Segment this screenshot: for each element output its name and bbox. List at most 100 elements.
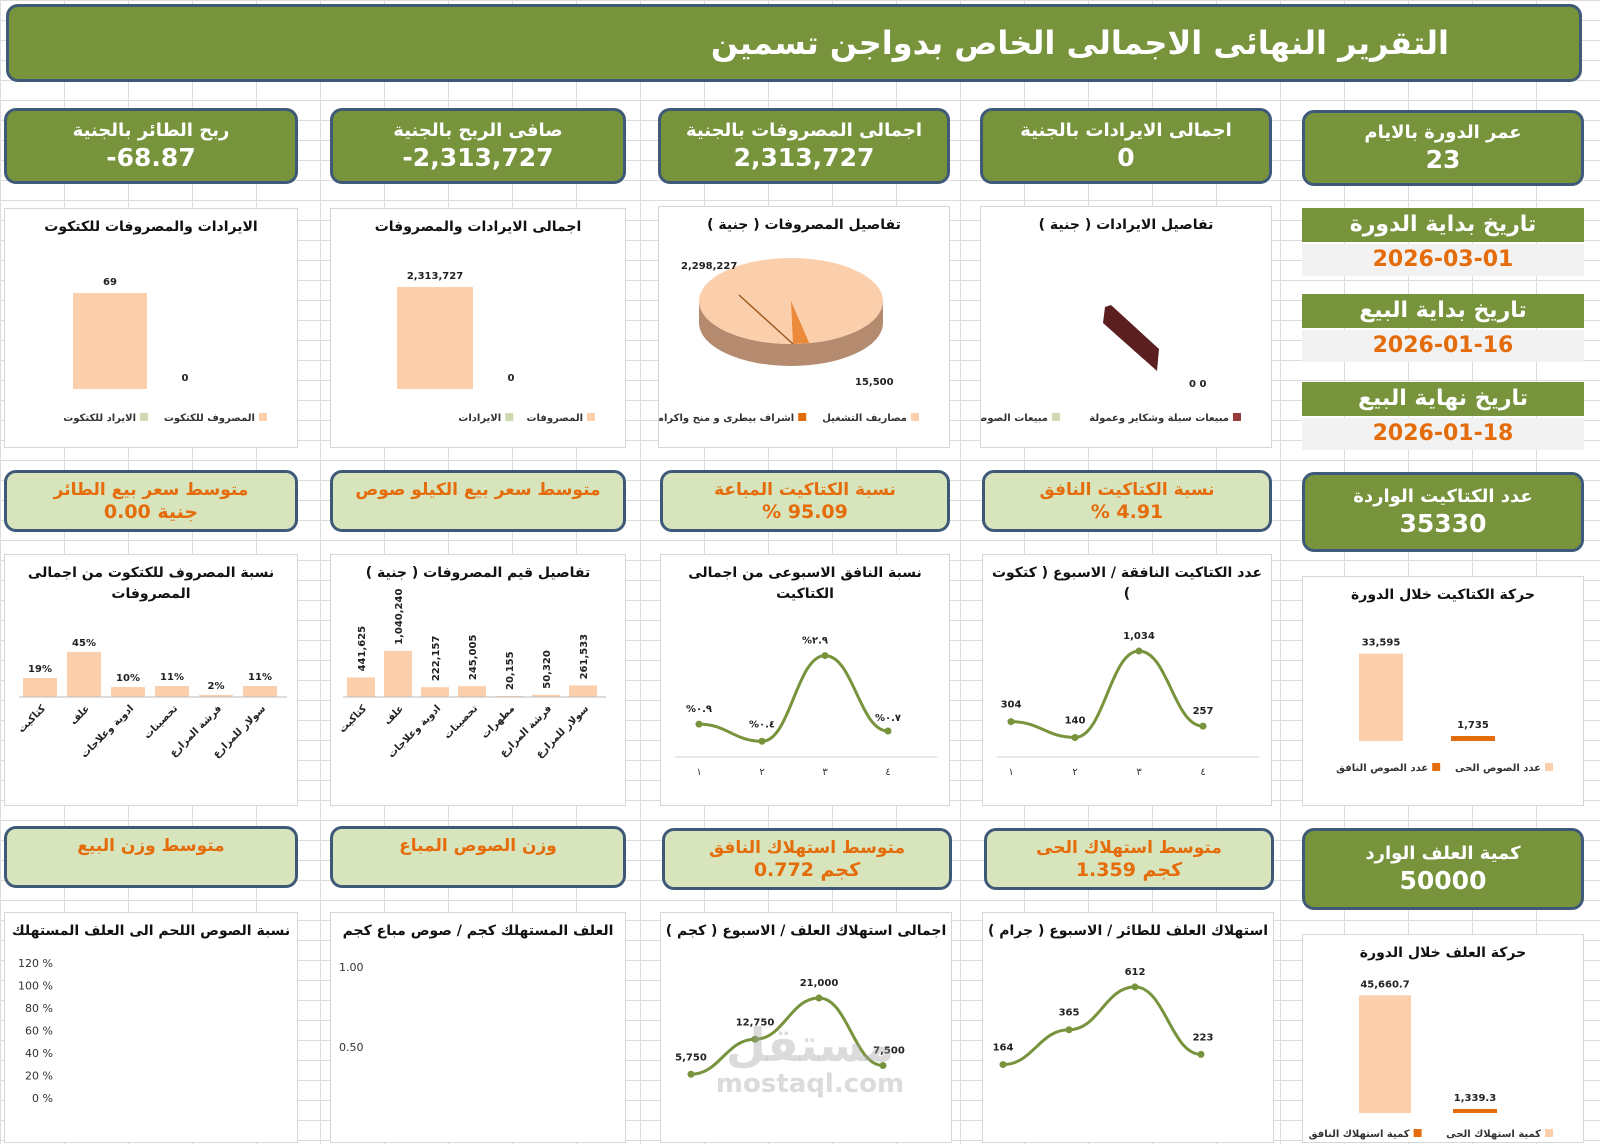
- date-cycle-start-label: تاريخ بداية الدورة: [1302, 208, 1584, 242]
- chart-tick-label: ٢: [759, 767, 764, 778]
- chart-point: [758, 737, 766, 745]
- chart-title: نسبة النافق الاسبوعى من اجمالى الكتاكيت: [688, 565, 922, 602]
- chart-tick-label: 100 %: [18, 980, 53, 993]
- chart-data-label: 222,157: [431, 636, 442, 682]
- kpi-label: اجمالى المصروفات بالجنية: [685, 120, 923, 141]
- chart-data-label: 0: [182, 373, 189, 384]
- kpi-label: عمر الدورة بالايام: [1364, 122, 1522, 143]
- report-title: التقرير النهائى الاجمالى الخاص بدواجن تس…: [710, 24, 1449, 62]
- legend-label: الايراد للكتكوت: [63, 413, 136, 424]
- chart-bar: [1359, 653, 1403, 741]
- chart-title: تفاصيل قيم المصروفات ( جنية ): [365, 565, 591, 581]
- legend-label: اشراف بيطرى و منح واكراميات: [659, 413, 794, 424]
- kpi-label: صافى الربح بالجنية: [393, 120, 563, 141]
- legend-label: مبيعات سبلة وشكاير وعمولة: [1089, 413, 1229, 424]
- chart-data-label: 11%: [160, 672, 184, 683]
- chart-bar: [569, 685, 597, 697]
- legend-swatch: [1413, 1129, 1422, 1137]
- chart-series-line: [1010, 649, 1204, 739]
- chart-point: [1135, 647, 1143, 655]
- kpi-value: % 4.91: [1090, 501, 1164, 523]
- chart-point: [1065, 1026, 1073, 1034]
- chart-card-total-rev-exp: اجمالى الايرادات والمصروفات 2,313,727 0 ال…: [330, 208, 626, 448]
- chart-bar: [67, 652, 101, 697]
- kpi-incoming-chicks: عدد الكتاكيت الواردة 35330: [1302, 472, 1584, 552]
- kpi-sold-weight: وزن الصوص المباع: [330, 826, 626, 888]
- chart-feed-movement: 45,660.7 1,339.3 كمية استهلاك الحى كمية است…: [1309, 979, 1553, 1140]
- legend-swatch: [798, 413, 807, 421]
- chart-bar: [73, 293, 147, 389]
- chart-data-label: 612: [1125, 967, 1146, 978]
- chart-data-label: 10%: [116, 673, 140, 684]
- kpi-label: عدد الكتاكيت الواردة: [1353, 486, 1533, 507]
- chart-category-label: مطهرات: [479, 703, 517, 741]
- chart-title: استهلاك العلف للطائر / الاسبوع ( جرام ): [987, 923, 1269, 939]
- legend-swatch: [505, 413, 514, 421]
- chart-tick-label: 20 %: [25, 1070, 53, 1083]
- legend-label: الايرادات: [458, 413, 501, 424]
- legend-label: كمية استهلاك الحى: [1446, 1129, 1541, 1140]
- kpi-label: وزن الصوص المباع: [399, 836, 557, 856]
- chart-category-label: علف: [382, 703, 406, 727]
- chart-data-label: 50,320: [542, 650, 553, 689]
- kpi-value: 35330: [1399, 509, 1487, 538]
- chart-feed-per-bird-weekly: 164 365 612 223: [993, 967, 1214, 1069]
- chart-data-label: 0 0: [1189, 379, 1206, 390]
- chart-point: [695, 720, 703, 728]
- kpi-avg-kilo-price: متوسط سعر بيع الكيلو صوص: [330, 470, 626, 532]
- kpi-sold-chicks-pct: نسبة الكتاكيت المباعة % 95.09: [660, 470, 950, 532]
- chart-title: حركة العلف خلال الدورة: [1359, 945, 1527, 961]
- legend-swatch: [1432, 763, 1441, 771]
- chart-total-rev-exp: 2,313,727 0 المصروفات الايرادات: [397, 271, 595, 424]
- chart-data-label: 223: [1193, 1032, 1214, 1043]
- chart-data-label: 21,000: [800, 978, 839, 989]
- chart-title: عدد الكتاكيت النافقة / الاسبوع ( كتكوت ): [991, 565, 1263, 602]
- chart-series-line: [698, 654, 889, 743]
- date-sale-end-value: 2026-01-18: [1302, 418, 1584, 450]
- chart-card-total-feed-weekly: اجمالى استهلاك العلف / الاسبوع ( كجم ) 5…: [660, 912, 952, 1143]
- kpi-label: متوسط استهلاك الحى: [1036, 838, 1222, 858]
- chart-title: الايرادات والمصروفات للكتكوت: [44, 219, 258, 235]
- chart-title: العلف المستهلك كجم / صوص مباع كجم: [342, 923, 614, 939]
- chart-data-label: %٠.٧: [875, 713, 901, 724]
- chart-tick-label: 60 %: [25, 1025, 53, 1038]
- chart-data-label: 1,034: [1123, 631, 1155, 642]
- chart-meat-feed-ratio: 120 % 100 % 80 % 60 % 40 % 20 % 0 %: [18, 957, 53, 1105]
- chart-data-label: 441,625: [357, 626, 368, 672]
- chart-series-line: [690, 996, 884, 1076]
- kpi-bird-profit: ربح الطائر بالجنية -68.87: [4, 108, 298, 184]
- chart-data-label: 12,750: [736, 1017, 775, 1028]
- chart-data-label: %٠.٩: [686, 704, 712, 715]
- chart-card-expense-details: تفاصيل المصروفات ( جنية ) 2,298,227 15,50…: [658, 206, 950, 448]
- chart-title: حركة الكتاكيت خلال الدورة: [1351, 587, 1535, 603]
- kpi-label: اجمالى الايرادات بالجنية: [1020, 120, 1232, 141]
- legend-swatch: [140, 413, 148, 421]
- kpi-label: نسبة الكتاكيت المباعة: [714, 480, 896, 500]
- legend-label: عدد الصوص النافق: [1336, 763, 1428, 774]
- kpi-label: ربح الطائر بالجنية: [72, 120, 230, 141]
- kpi-label: نسبة الكتاكيت النافق: [1039, 480, 1215, 500]
- chart-data-label: 2,313,727: [407, 271, 463, 282]
- date-sale-end-label: تاريخ نهاية البيع: [1302, 382, 1584, 416]
- chart-data-label: 11%: [248, 672, 272, 683]
- legend-label: مبيعات الصوص: [981, 413, 1048, 424]
- chart-data-label: 261,533: [579, 634, 590, 680]
- chart-tick-label: 1.00: [339, 961, 364, 974]
- chart-card-dead-chicks-weekly: عدد الكتاكيت النافقة / الاسبوع ( كتكوت )…: [982, 554, 1272, 806]
- date-cycle-start-value: 2026-03-01: [1302, 244, 1584, 276]
- chart-bar: [1451, 736, 1495, 741]
- chart-card-fcr: العلف المستهلك كجم / صوص مباع كجم 1.00 0.…: [330, 912, 626, 1143]
- legend-swatch: [911, 413, 919, 421]
- chart-tick-label: ٣: [1136, 767, 1142, 778]
- chart-data-label: %٠.٤: [749, 719, 775, 730]
- chart-revenue-details: 0 0 مبيعات سبلة وشكاير وعمولة مبيعات الصوص: [981, 305, 1241, 424]
- chart-bar: [421, 687, 449, 697]
- chart-bar: [199, 695, 233, 697]
- chart-data-label: 7,500: [873, 1046, 905, 1057]
- date-sale-start-value: 2026-01-16: [1302, 330, 1584, 362]
- chart-data-label: 1,735: [1457, 720, 1489, 731]
- chart-point: [1007, 718, 1015, 726]
- kpi-avg-dead-consumption: متوسط استهلاك النافق 0.772 كجم: [662, 828, 952, 890]
- pie-slice-supervision: [791, 301, 810, 344]
